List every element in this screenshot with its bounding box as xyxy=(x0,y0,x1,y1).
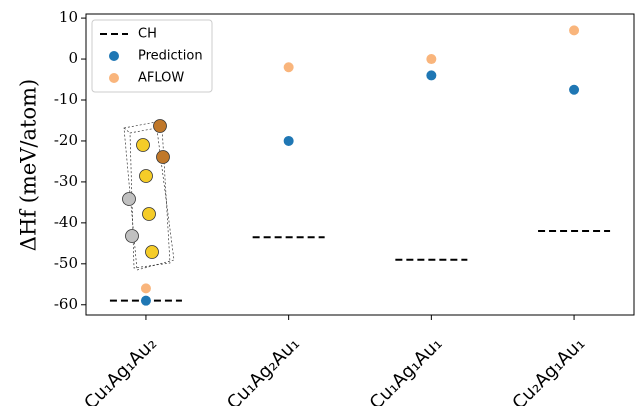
x-tick-label: Cu₂Ag₁Au₁ xyxy=(508,333,589,406)
legend-swatch xyxy=(109,51,119,61)
y-tick-label: -50 xyxy=(54,254,78,272)
y-tick-label: -30 xyxy=(54,172,78,190)
legend-swatch xyxy=(109,73,119,83)
point xyxy=(569,25,579,35)
y-tick-label: 0 xyxy=(68,49,78,67)
point xyxy=(141,283,151,293)
chart: ΔHf (meV/atom) -60 -50 -40 -30 -20 -10 0 10 Cu₁A… xyxy=(0,0,636,406)
y-tick-label: -10 xyxy=(54,90,78,108)
legend-label: AFLOW xyxy=(138,71,184,86)
x-tick-label: Cu₁Ag₂Au₁ xyxy=(223,333,304,406)
x-tick-label: Cu₁Ag₁Au₂ xyxy=(80,333,161,406)
legend-label: Prediction xyxy=(138,49,203,64)
legend-label: CH xyxy=(138,27,157,42)
point xyxy=(284,62,294,72)
point xyxy=(426,54,436,64)
x-tick-label: Cu₁Ag₁Au₁ xyxy=(366,333,447,406)
y-tick-label: -20 xyxy=(54,131,78,149)
point xyxy=(569,85,579,95)
y-tick-label: 10 xyxy=(59,8,78,26)
y-axis-label: ΔHf (meV/atom) xyxy=(17,79,41,251)
point xyxy=(426,70,436,80)
point xyxy=(284,136,294,146)
y-tick-label: -60 xyxy=(54,295,78,313)
point xyxy=(141,296,151,306)
y-tick-label: -40 xyxy=(54,213,78,231)
